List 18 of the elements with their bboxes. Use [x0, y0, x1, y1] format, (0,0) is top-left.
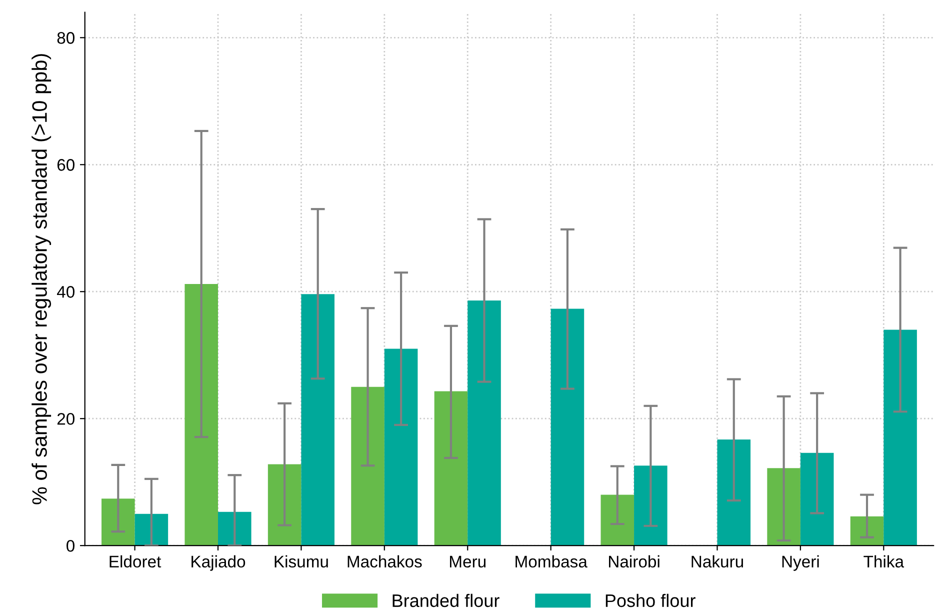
- y-tick-label: 80: [57, 32, 74, 44]
- x-tick-label: Thika: [864, 555, 904, 568]
- x-tick-label: Nakuru: [692, 555, 743, 568]
- y-axis-title: % of samples over regulatory standard (>10 ppb): [32, 54, 52, 504]
- y-tick-label: 0: [66, 540, 74, 552]
- x-tick-label: Kisumu: [274, 555, 328, 568]
- x-tick-label: Kajiado: [192, 555, 246, 571]
- x-tick-label: Machakos: [348, 555, 422, 568]
- x-tick-label: Meru: [450, 556, 486, 568]
- x-tick-label: Nairobi: [609, 555, 660, 568]
- x-tick-label: Eldoret: [110, 555, 162, 568]
- x-tick-label: Mombasa: [516, 555, 588, 568]
- legend-label: Posho flour: [606, 594, 696, 608]
- x-tick-label: Nyeri: [782, 555, 819, 571]
- y-tick-label: 40: [56, 286, 74, 298]
- y-tick-label: 20: [57, 412, 74, 425]
- legend-label: Branded flour: [392, 594, 500, 608]
- y-tick-label: 60: [57, 159, 74, 171]
